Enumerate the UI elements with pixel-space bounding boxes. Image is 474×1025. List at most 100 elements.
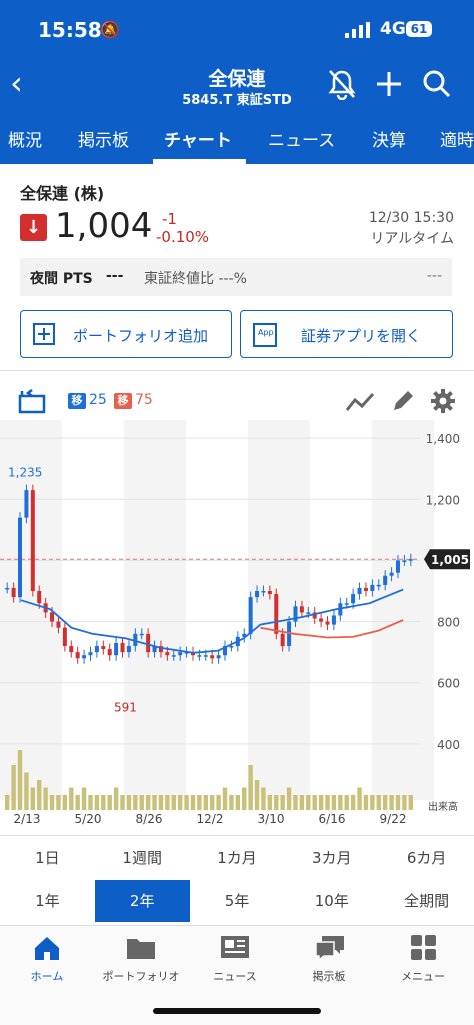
back-icon[interactable]: ‹	[10, 64, 23, 102]
candle	[69, 646, 74, 653]
volume-bar	[389, 795, 394, 810]
nav-home[interactable]: ホーム	[0, 926, 94, 996]
candle	[408, 559, 413, 561]
candle	[101, 646, 106, 650]
y-tick-label: 800	[437, 616, 460, 630]
candle	[203, 655, 208, 657]
page-title: 全保連	[208, 68, 266, 90]
candle	[376, 584, 381, 587]
status-time: 15:58	[38, 18, 102, 42]
candle	[24, 490, 29, 518]
pencil-icon[interactable]	[390, 388, 414, 414]
search-icon[interactable]	[421, 68, 451, 100]
tab-chart[interactable]: チャート	[164, 131, 232, 151]
candle	[107, 649, 112, 656]
divider	[0, 370, 474, 371]
tab-overview[interactable]: 概況	[8, 131, 42, 151]
volume-bar	[357, 787, 362, 810]
candle	[190, 652, 195, 656]
volume-bar	[69, 787, 74, 810]
nav-board[interactable]: 掲示板	[282, 926, 376, 996]
x-tick-label: 8/26	[136, 812, 163, 825]
candle	[152, 646, 157, 653]
low-label: 591	[114, 700, 137, 714]
period-button[interactable]: 3カ月	[312, 849, 352, 867]
volume-bar	[152, 795, 157, 810]
x-tick-label: 3/10	[258, 812, 285, 825]
candle	[88, 652, 93, 656]
candle	[261, 591, 266, 593]
volume-bar	[331, 795, 337, 810]
volume-bar	[94, 795, 100, 810]
nav-menu[interactable]: メニュー	[376, 926, 470, 996]
nav-news[interactable]: ニュース	[188, 926, 282, 996]
volume-bar	[158, 795, 164, 810]
tab-board[interactable]: 掲示板	[78, 131, 129, 151]
portfolio-add-button[interactable]: ポートフォリオ追加	[20, 310, 232, 358]
tab-disclosure[interactable]: 適時	[440, 131, 474, 151]
volume-bar	[318, 795, 324, 810]
ma25-line	[20, 588, 404, 654]
volume-bar	[376, 795, 381, 810]
volume-bar	[254, 780, 260, 810]
volume-bar	[235, 795, 241, 810]
period-button[interactable]: 5年	[224, 892, 250, 910]
volume-bar	[113, 787, 119, 810]
candle	[293, 606, 298, 622]
home-indicator	[153, 1008, 321, 1014]
volume-bar	[325, 795, 330, 810]
period-button[interactable]: 1年	[35, 892, 60, 910]
candle	[165, 652, 170, 656]
volume-bar	[248, 765, 253, 810]
candle	[114, 642, 119, 656]
nav-portfolio[interactable]: ポートフォリオ	[94, 926, 188, 996]
tab-earnings[interactable]: 決算	[372, 131, 406, 151]
volume-bar	[344, 795, 349, 810]
period-button[interactable]: 2年	[94, 880, 190, 922]
candle	[133, 633, 138, 647]
stock-chart[interactable]: 1,4001,2001,0008006004001,0051,235591出来高…	[0, 420, 474, 825]
bell-off-icon[interactable]	[327, 68, 357, 100]
stock-price: 1,004	[55, 206, 153, 246]
battery-icon: 61	[406, 21, 432, 37]
portfolio-add-label: ポートフォリオ追加	[73, 327, 209, 345]
volume-bar	[49, 795, 55, 810]
candle	[126, 646, 131, 653]
add-icon[interactable]	[374, 68, 404, 100]
home-icon	[35, 937, 59, 960]
candle	[75, 652, 80, 659]
line-chart-icon[interactable]	[345, 390, 375, 414]
period-button[interactable]: 10年	[314, 892, 349, 910]
volume-bar	[145, 795, 151, 810]
tab-news[interactable]: ニュース	[268, 131, 336, 151]
signal-icon	[345, 22, 370, 38]
candle	[171, 655, 176, 657]
period-button[interactable]: 1カ月	[217, 849, 257, 867]
period-button[interactable]: 6カ月	[406, 849, 447, 867]
candle	[37, 591, 42, 604]
period-button[interactable]: 1日	[35, 849, 60, 867]
status-bar: 15:58 🔕 4G 61	[0, 0, 474, 64]
pts-right: ---	[426, 268, 442, 284]
ma25-badge: 移	[68, 393, 86, 409]
period-button[interactable]: 1週間	[122, 849, 162, 867]
chart-band	[372, 420, 434, 800]
volume-bar	[306, 795, 311, 810]
volume-bar	[62, 795, 68, 810]
volume-bar	[24, 772, 29, 810]
rotate-screen-icon[interactable]	[18, 388, 46, 414]
stock-name: 全保連 (株)	[20, 184, 105, 203]
period-button[interactable]: 全期間	[404, 892, 450, 910]
quote-mode: リアルタイム	[370, 231, 454, 247]
plus-box-icon	[33, 323, 55, 345]
candle	[158, 646, 163, 653]
pts-compare: 東証終値比 ---%	[144, 271, 247, 287]
volume-bar	[350, 795, 356, 810]
candle	[5, 587, 10, 590]
y-tick-label: 1,400	[426, 432, 460, 446]
open-app-label: 証券アプリを開く	[301, 327, 422, 345]
gear-icon[interactable]	[430, 388, 456, 414]
open-app-button[interactable]: App 証券アプリを開く	[240, 310, 453, 358]
y-tick-label: 1,200	[426, 493, 460, 507]
volume-bar	[261, 787, 266, 810]
